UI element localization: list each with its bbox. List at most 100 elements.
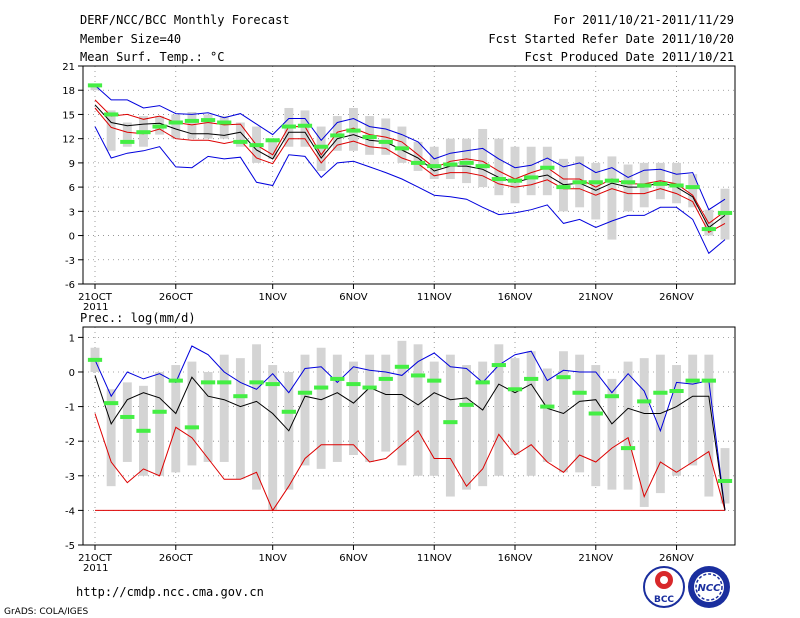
temp-marker-37 xyxy=(685,185,700,190)
temp-box-27 xyxy=(526,146,536,196)
temp-max-line xyxy=(94,85,726,211)
temp-marker-2 xyxy=(120,139,135,144)
temp-marker-27 xyxy=(524,175,539,180)
temp-box-33 xyxy=(623,164,633,212)
prec-marker-25 xyxy=(491,363,506,368)
grads-credit: GrADS: COLA/IGES xyxy=(4,607,88,617)
temp-ytick-label: -6 xyxy=(65,280,75,291)
prec-box-31 xyxy=(591,365,601,487)
temp-marker-19 xyxy=(394,146,410,151)
temp-marker-39 xyxy=(717,210,733,215)
temp-marker-35 xyxy=(653,181,668,186)
prec-xtick-label: 26OCT xyxy=(159,553,194,564)
source-url[interactable]: http://cmdp.ncc.cma.gov.cn xyxy=(76,585,264,599)
prec-marker-32 xyxy=(604,394,620,399)
prec-box-4 xyxy=(155,371,165,476)
temp-box-36 xyxy=(672,162,681,204)
prec-marker-20 xyxy=(410,373,426,378)
prec-marker-26 xyxy=(507,387,523,392)
prec-marker-14 xyxy=(314,385,329,390)
temp-xtick-year: 2011 xyxy=(83,302,108,313)
prec-marker-6 xyxy=(184,425,200,430)
temp-ytick-label: 9 xyxy=(69,159,75,170)
temp-box-9 xyxy=(235,122,245,147)
temp-marker-13 xyxy=(297,123,313,128)
temp-upper-line xyxy=(94,99,726,225)
temp-xtick-label: 11NOV xyxy=(417,292,452,303)
variable-label: Mean Surf. Temp.: °C xyxy=(80,50,225,64)
temp-marker-7 xyxy=(200,118,216,123)
prec-box-38 xyxy=(704,354,714,497)
prec-ytick-label: 0 xyxy=(69,368,75,379)
temp-ytick-label: 15 xyxy=(62,110,75,121)
prec-marker-12 xyxy=(281,409,296,414)
temp-lower-line xyxy=(94,107,726,233)
prec-box-15 xyxy=(332,354,342,462)
prec-marker-24 xyxy=(475,380,490,385)
prec-ytick-label: -4 xyxy=(65,506,75,517)
prec-box-18 xyxy=(381,354,391,452)
prec-marker-27 xyxy=(524,376,539,381)
prec-marker-37 xyxy=(685,378,700,383)
temp-marker-5 xyxy=(168,120,183,125)
temp-box-2 xyxy=(122,122,132,147)
temp-box-14 xyxy=(316,126,326,171)
prec-xtick-label: 1NOV xyxy=(258,553,287,564)
temp-ytick-label: 0 xyxy=(69,232,75,243)
temp-box-25 xyxy=(494,138,504,196)
ncc-logo-text: NCC xyxy=(697,583,721,594)
temp-box-1 xyxy=(106,110,116,151)
temp-marker-18 xyxy=(378,139,393,144)
forecast-period: For 2011/10/21-2011/11/29 xyxy=(553,13,734,27)
prec-box-24 xyxy=(478,361,488,487)
prec-box-26 xyxy=(510,358,520,456)
prec-box-6 xyxy=(187,361,197,466)
temp-min-line xyxy=(94,126,726,255)
temp-box-24 xyxy=(478,128,488,188)
prec-ytick-label: -2 xyxy=(65,437,75,448)
temp-box-22 xyxy=(445,138,455,180)
prec-box-23 xyxy=(462,365,471,490)
prec-box-1 xyxy=(106,389,116,487)
temp-box-31 xyxy=(591,162,601,220)
temp-box-23 xyxy=(462,138,471,184)
temp-marker-28 xyxy=(540,165,555,170)
temp-marker-30 xyxy=(572,180,587,185)
prec-box-21 xyxy=(429,361,439,476)
temp-box-8 xyxy=(219,116,229,139)
ncc-logo: NCC xyxy=(688,566,730,608)
prec-marker-4 xyxy=(152,409,167,414)
temp-marker-20 xyxy=(410,160,426,165)
temperature-plot-frame xyxy=(82,65,736,285)
temp-ytick-label: 12 xyxy=(62,135,75,146)
prec-box-8 xyxy=(219,354,229,462)
prec-marker-19 xyxy=(394,364,410,369)
prec-box-7 xyxy=(203,371,213,462)
prec-marker-30 xyxy=(572,390,587,395)
start-date: Fcst Started Refer Date 2011/10/20 xyxy=(488,32,734,46)
bcc-logo: BCC xyxy=(643,566,685,608)
temp-marker-38 xyxy=(701,227,716,232)
temp-marker-25 xyxy=(491,177,506,182)
prec-upper-line xyxy=(94,413,726,512)
prec-ytick-label: -3 xyxy=(65,472,75,483)
temp-marker-34 xyxy=(637,183,652,188)
temp-marker-21 xyxy=(427,164,442,169)
prec-marker-15 xyxy=(330,376,345,381)
temp-xtick-label: 21OCT xyxy=(78,292,113,303)
temp-box-32 xyxy=(607,156,617,240)
temp-box-15 xyxy=(332,116,342,151)
temp-marker-1 xyxy=(104,112,119,117)
prec-marker-39 xyxy=(717,478,733,483)
prec-marker-7 xyxy=(200,380,216,385)
prec-box-35 xyxy=(655,354,665,494)
temp-marker-4 xyxy=(152,124,167,129)
prec-box-39 xyxy=(720,448,730,504)
temp-marker-23 xyxy=(459,160,474,165)
temp-marker-11 xyxy=(265,138,280,143)
temp-marker-26 xyxy=(507,178,523,183)
temp-box-37 xyxy=(688,174,698,208)
